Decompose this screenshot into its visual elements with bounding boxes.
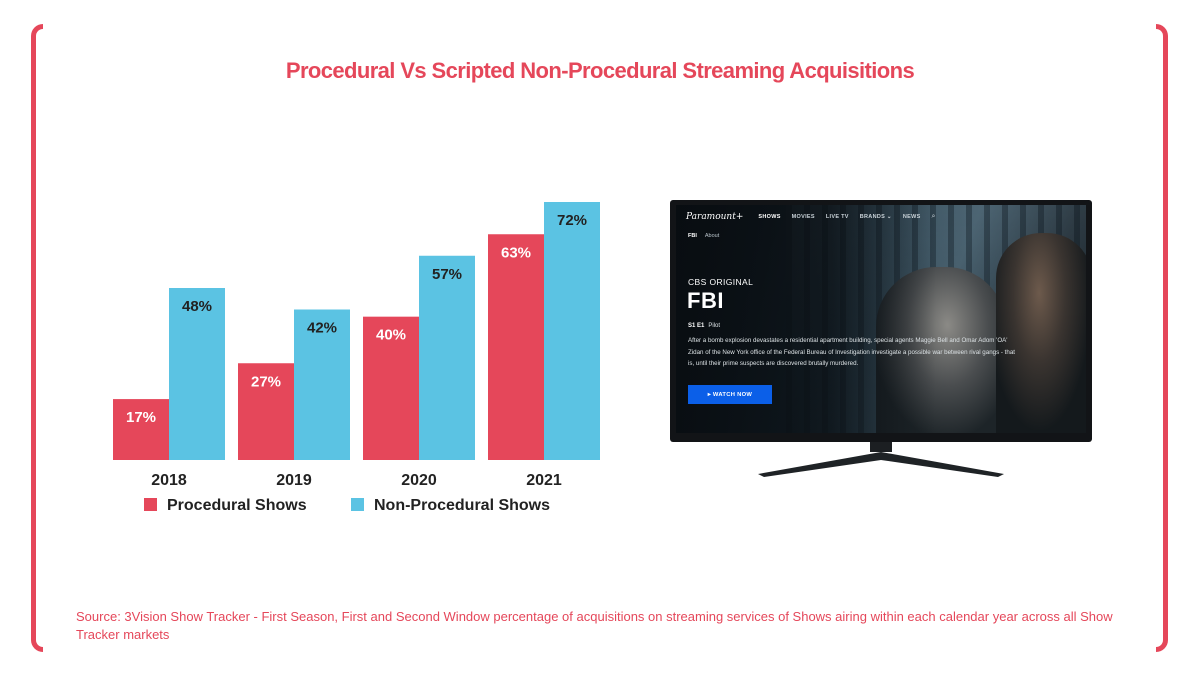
procedural-bar-2019 [238,363,294,460]
tv-stand-base [758,452,1004,477]
watch-now-button: ▸ WATCH NOW [688,385,772,404]
procedural-bar-2020 [363,316,419,460]
procedural-label-2019: 27% [251,373,281,390]
bar-chart: 17% 48% 2018 27% 42% 2019 40% 57% 2020 63% 72% 2021… [113,202,600,514]
nav-news: NEWS [902,214,921,220]
non-procedural-label-2019: 42% [307,320,337,337]
non-procedural-bar-2020 [419,255,475,460]
procedural-label-2021: 63% [501,244,531,261]
nav-shows: SHOWS [758,214,781,220]
x-tick-2019: 2019 [276,472,312,489]
search-icon: ⌕ [931,213,936,220]
non-procedural-bar-2019 [294,309,350,460]
nav-brands: BRANDS ⌄ [859,214,892,220]
show-subnav: FBI About [688,233,719,239]
tv-image: Paramount+ SHOWS MOVIES LIVE TV BRANDS ⌄… [670,200,1092,478]
x-tick-2020: 2020 [401,472,437,489]
procedural-label-2020: 40% [376,327,406,344]
episode-name: Pilot [708,323,721,329]
nav-live-tv: LIVE TV [825,214,849,220]
slide-title: Procedural Vs Scripted Non-Procedural St… [285,58,915,83]
right-bracket-decoration [1156,24,1168,652]
streaming-nav: Paramount+ SHOWS MOVIES LIVE TV BRANDS ⌄… [686,209,935,225]
x-tick-2018: 2018 [151,472,187,489]
procedural-label-2018: 17% [126,409,156,426]
paramount-logo: Paramount+ [686,212,744,222]
procedural-bar-2018 [113,399,169,460]
non-procedural-label-2020: 57% [432,266,462,283]
non-procedural-bar-2021 [544,202,600,460]
non-procedural-label-2018: 48% [182,298,212,315]
nav-movies: MOVIES [791,214,815,220]
episode-code: S1 E1 [688,323,705,329]
legend-swatch-non-procedural [351,498,364,511]
tv-frame: Paramount+ SHOWS MOVIES LIVE TV BRANDS ⌄… [670,200,1092,442]
non-procedural-label-2021: 72% [557,212,587,229]
episode-info: S1 E1 Pilot [688,323,720,329]
procedural-bar-2021 [488,234,544,460]
subnav-about: About [704,233,720,239]
show-description: After a bomb explosion devastates a resi… [688,337,1015,367]
source-note: Source: 3Vision Show Tracker - First Sea… [76,609,1113,642]
left-bracket-decoration [31,24,43,652]
network-label: CBS ORIGINAL [688,277,754,287]
legend-label-non-procedural: Non-Procedural Shows [374,497,550,514]
x-tick-2021: 2021 [526,472,562,489]
non-procedural-bar-2018 [169,288,225,460]
legend-swatch-procedural [144,498,157,511]
subnav-show: FBI [688,233,697,239]
tv-stand-neck [870,442,892,452]
legend-label-procedural: Procedural Shows [167,497,307,514]
show-title: FBI [687,288,724,313]
actor-figure [996,233,1086,433]
tv-screen: Paramount+ SHOWS MOVIES LIVE TV BRANDS ⌄… [676,205,1086,433]
